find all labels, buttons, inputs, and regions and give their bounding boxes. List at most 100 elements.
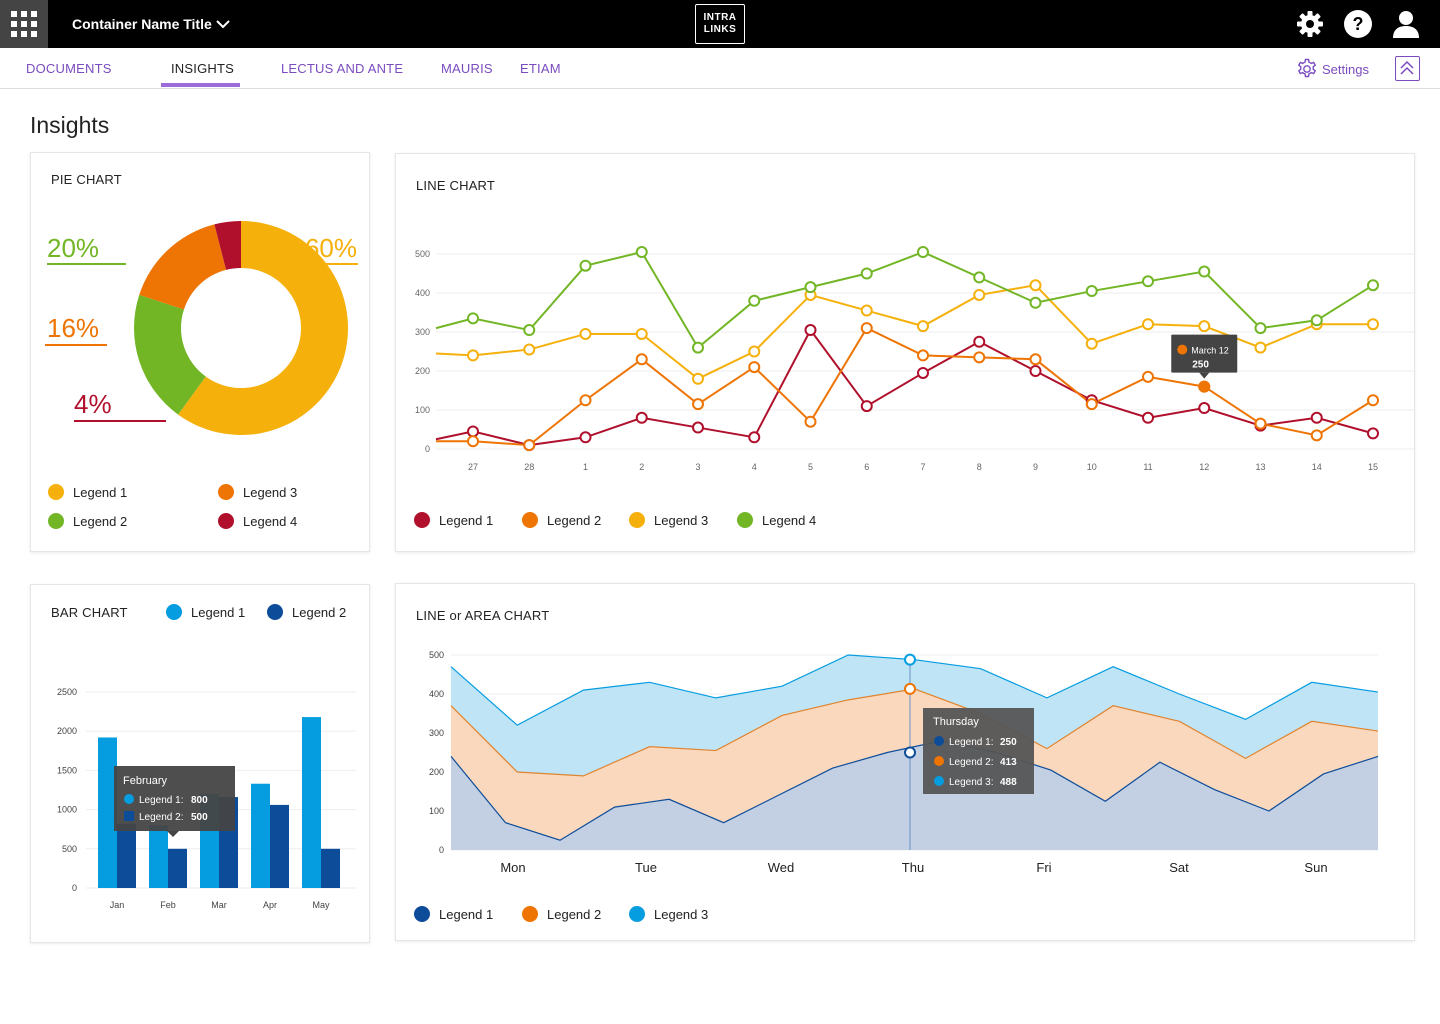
data-point <box>1198 320 1211 333</box>
data-point <box>1142 275 1154 288</box>
line-chart-title: LINE CHART <box>416 178 496 193</box>
bar <box>270 804 289 888</box>
hover-point <box>904 682 916 695</box>
x-tick-label: Sat <box>1169 860 1189 875</box>
hover-point <box>904 653 916 666</box>
area-line <box>450 740 1379 841</box>
data-point <box>692 421 704 434</box>
data-point <box>579 327 592 340</box>
pie-slice <box>178 221 348 435</box>
legend-swatch <box>414 906 430 922</box>
line-legend-3: Legend 3 <box>629 512 708 528</box>
help-icon[interactable]: ? <box>1343 9 1373 39</box>
logo-line-2: LINKS <box>703 24 737 35</box>
x-tick-label: 1 <box>583 462 588 472</box>
data-point <box>917 246 929 259</box>
x-tick-label: Mar <box>211 900 227 910</box>
data-point <box>804 281 817 294</box>
data-point <box>804 415 817 428</box>
legend-label: Legend 4 <box>243 513 298 529</box>
bar <box>98 737 117 888</box>
bar-chart-title: BAR CHART <box>51 605 128 620</box>
area-legend-3: Legend 3 <box>629 906 708 922</box>
data-point <box>1198 402 1211 415</box>
data-point <box>748 345 761 358</box>
data-point <box>1367 279 1379 292</box>
data-point <box>467 425 479 438</box>
x-tick-label: Thu <box>902 860 924 875</box>
pie-label: 20% <box>47 233 99 263</box>
x-tick-label: 8 <box>977 462 982 472</box>
legend-label: Legend 1 <box>73 484 128 500</box>
legend-swatch <box>629 906 645 922</box>
data-point <box>692 372 704 385</box>
settings-gear-icon <box>1297 58 1317 78</box>
tab-documents[interactable]: DOCUMENTS <box>26 61 112 76</box>
x-tick-label: 12 <box>1199 462 1209 472</box>
x-tick-label: 15 <box>1368 462 1378 472</box>
tooltip-value: 500 <box>191 812 208 823</box>
y-tick-label: 2000 <box>57 726 77 736</box>
gear-icon[interactable] <box>1295 9 1325 39</box>
tooltip-title: Thursday <box>933 716 979 728</box>
data-point <box>860 322 873 335</box>
pie-legend-4: Legend 4 <box>218 513 297 529</box>
bar <box>302 717 321 888</box>
user-icon[interactable] <box>1391 9 1421 39</box>
container-title[interactable]: Container Name Title <box>72 16 212 32</box>
x-tick-label: Tue <box>635 860 657 875</box>
legend-swatch <box>48 484 64 500</box>
data-point <box>1254 417 1267 430</box>
y-tick-label: 500 <box>415 249 430 259</box>
legend-swatch <box>267 604 283 620</box>
y-tick-label: 100 <box>415 405 430 415</box>
data-point <box>1142 318 1154 331</box>
data-point <box>1085 398 1098 411</box>
pie-label: 60% <box>305 233 357 263</box>
area-chart: 0 100 200 300 400 500 Mon Tue Wed Thu Fri Sat Sun Thu… <box>429 650 1379 875</box>
legend-label: Legend 1 <box>439 512 494 528</box>
settings-link[interactable]: Settings <box>1296 58 1369 80</box>
data-point <box>1029 365 1042 377</box>
legend-swatch <box>522 512 538 528</box>
legend-label: Legend 2 <box>292 604 347 620</box>
tooltip-box <box>114 766 235 831</box>
area-chart-card: LINE or AREA CHART 0 100 200 300 400 500 Mon Tu… <box>395 583 1415 941</box>
tab-etiam[interactable]: ETIAM <box>520 61 561 76</box>
app-grid-icon[interactable] <box>0 0 48 48</box>
area-fill <box>451 740 1378 850</box>
data-point <box>973 335 986 348</box>
x-tick-label: Feb <box>160 900 176 910</box>
data-point <box>917 320 929 333</box>
data-point <box>1029 279 1042 292</box>
tooltip-value: 250 <box>1192 360 1209 371</box>
legend-label: Legend 1 <box>439 906 494 922</box>
y-tick-label: 0 <box>425 444 430 454</box>
data-point <box>917 349 929 362</box>
data-point <box>917 366 929 379</box>
data-point <box>748 361 761 374</box>
logo-line-1: INTRA <box>703 12 737 23</box>
chevron-down-icon[interactable] <box>214 14 232 39</box>
data-point <box>860 304 873 317</box>
legend-label: Legend 1 <box>191 604 246 620</box>
x-tick-label: Mon <box>500 860 525 875</box>
line-legend-4: Legend 4 <box>737 512 816 528</box>
bar <box>168 848 187 888</box>
data-point <box>973 271 986 284</box>
y-tick-label: 500 <box>62 844 77 854</box>
collapse-up-icon[interactable] <box>1395 56 1420 81</box>
tab-lectus-and-ante[interactable]: LECTUS AND ANTE <box>281 61 404 76</box>
data-point <box>748 431 761 444</box>
x-tick-label: Sun <box>1304 860 1327 875</box>
line-series <box>435 250 1374 350</box>
legend-swatch <box>48 513 64 529</box>
data-point <box>523 439 536 452</box>
legend-label: Legend 3 <box>654 512 709 528</box>
x-tick-label: 10 <box>1087 462 1097 472</box>
active-tab-indicator <box>161 83 240 87</box>
y-tick-label: 300 <box>415 327 430 337</box>
tab-mauris[interactable]: MAURIS <box>441 61 493 76</box>
data-point <box>1085 285 1098 298</box>
tab-insights[interactable]: INSIGHTS <box>171 61 234 76</box>
